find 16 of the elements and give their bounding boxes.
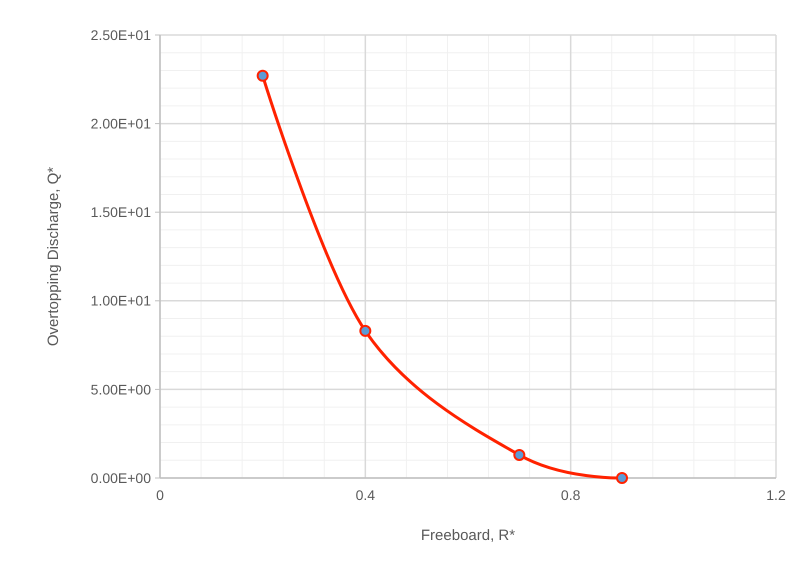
y-tick-label: 2.00E+01 (90, 116, 152, 132)
y-tick-label: 5.00E+00 (90, 381, 152, 398)
y-tick-label: 1.50E+01 (90, 204, 152, 220)
x-tick-label: 1.2 (766, 487, 786, 503)
point (359, 324, 372, 337)
y-axis-title: Overtopping Discharge, Q* (45, 166, 62, 346)
y-tick-label: 1.00E+01 (90, 292, 152, 309)
point (513, 448, 526, 461)
x-tick-label: 0.8 (560, 487, 581, 503)
y-tick-label: 0.00E+00 (90, 470, 152, 486)
y-tick-label: 2.50E+01 (90, 26, 152, 43)
point (616, 472, 628, 484)
x-tick-label: 0 (156, 487, 164, 503)
x-tick-label: 0.4 (356, 487, 376, 503)
point (256, 70, 269, 82)
x-axis-title: Freeboard, R* (420, 527, 516, 544)
